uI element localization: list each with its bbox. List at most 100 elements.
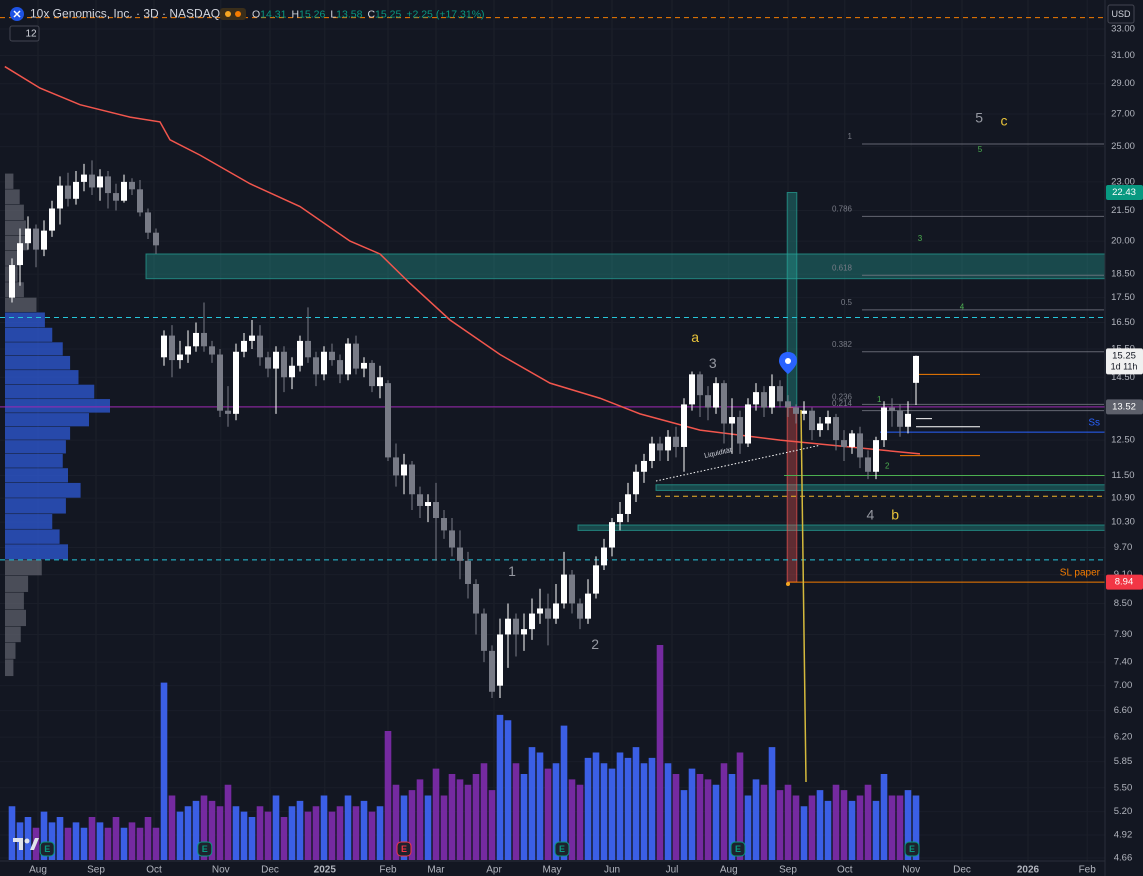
fib-label: 0.618 xyxy=(832,263,853,272)
y-tick-label: 11.50 xyxy=(1111,470,1134,481)
candle-body xyxy=(913,355,919,383)
volume-bar xyxy=(624,757,632,860)
ohlc-value: 15.26 xyxy=(299,8,325,20)
candle-body xyxy=(49,208,55,231)
volume-bar xyxy=(312,806,320,860)
candle-body xyxy=(425,502,431,506)
candle-body xyxy=(417,494,423,506)
interval-badge[interactable] xyxy=(9,25,40,42)
candle-body xyxy=(137,189,143,213)
volume-bar xyxy=(688,768,696,860)
fib-label: 0.5 xyxy=(841,298,853,307)
volume-bar xyxy=(496,714,504,860)
x-tick-label: Nov xyxy=(902,865,920,876)
volume-bar xyxy=(432,768,440,860)
candle-body xyxy=(409,464,415,495)
candle-body xyxy=(785,401,791,408)
candle-body xyxy=(233,351,239,414)
earnings-marker xyxy=(904,841,920,857)
candle-body xyxy=(321,351,327,375)
volume-bar xyxy=(304,811,312,860)
wave-label: 5 xyxy=(978,145,983,154)
volume-profile-bar xyxy=(5,384,95,399)
volume-bar xyxy=(888,795,896,860)
volume-bar xyxy=(840,790,848,860)
volume-bar xyxy=(672,774,680,860)
volume-bar xyxy=(64,827,72,860)
candle-body xyxy=(625,494,631,514)
candle-body xyxy=(385,383,391,458)
volume-profile-bar xyxy=(5,342,63,356)
volume-bar xyxy=(896,795,904,860)
y-tick-label: 31.00 xyxy=(1111,50,1135,61)
candle-body xyxy=(41,230,47,250)
volume-bar xyxy=(424,795,432,860)
volume-bar xyxy=(392,784,400,860)
wave-label: 3 xyxy=(918,234,923,243)
ohlc-value: 14.31 xyxy=(260,8,286,20)
y-tick-label: 7.40 xyxy=(1114,657,1133,668)
ohlc-legend: O14.31 H15.26 L13.58 C15.25 +2.25 (+17.31%) xyxy=(252,8,485,20)
volume-profile-bar xyxy=(5,370,79,385)
earnings-label: E xyxy=(401,844,407,854)
volume-bar xyxy=(448,774,456,860)
candle-body xyxy=(113,193,119,201)
x-tick-label: 2026 xyxy=(1017,865,1040,876)
candle-body xyxy=(297,340,303,366)
volume-bar xyxy=(792,795,800,860)
price-zone xyxy=(786,192,798,409)
y-tick-label: 10.30 xyxy=(1111,517,1135,528)
volume-bar xyxy=(288,806,296,860)
volume-bar xyxy=(568,779,576,860)
y-tick-label: 25.00 xyxy=(1111,141,1135,152)
fib-label: 0.214 xyxy=(832,399,853,408)
wave-label: 1 xyxy=(508,563,516,579)
volume-profile-bar xyxy=(5,312,45,328)
earnings-marker xyxy=(396,841,412,857)
x-tick-label: May xyxy=(543,865,562,876)
price-tag xyxy=(1106,185,1143,201)
currency-label: USD xyxy=(1111,9,1131,19)
earnings-label: E xyxy=(202,844,208,854)
volume-bar xyxy=(576,784,584,860)
volume-profile-bar xyxy=(5,327,53,342)
y-tick-label: 4.92 xyxy=(1114,830,1133,841)
volume-bar xyxy=(80,827,88,860)
status-badge[interactable] xyxy=(220,8,246,20)
candle-body xyxy=(449,530,455,548)
candle-body xyxy=(241,340,247,352)
candle-body xyxy=(169,335,175,361)
volume-profile-bar xyxy=(5,609,26,627)
x-tick-label: 2025 xyxy=(314,865,337,876)
y-tick-label: 21.50 xyxy=(1111,205,1135,216)
candle-body xyxy=(441,518,447,531)
status-icon xyxy=(225,11,231,17)
wave-label: 3 xyxy=(709,355,717,371)
earnings-label: E xyxy=(735,844,741,854)
candle-body xyxy=(513,618,519,635)
candle-body xyxy=(145,212,151,233)
volume-bar xyxy=(456,779,464,860)
candle-body xyxy=(249,335,255,341)
price-tag xyxy=(1106,399,1143,415)
volume-bar xyxy=(200,795,208,860)
volume-bar xyxy=(384,731,392,860)
volume-bar xyxy=(744,795,752,860)
candle-body xyxy=(905,413,911,427)
volume-bar xyxy=(40,811,48,860)
volume-bar xyxy=(128,822,136,860)
volume-bar xyxy=(648,757,656,860)
candle-body xyxy=(9,265,15,298)
candle-body xyxy=(777,386,783,402)
volume-bar xyxy=(824,800,832,860)
volume-bar xyxy=(608,768,616,860)
candle-body xyxy=(257,335,263,358)
candle-body xyxy=(897,410,903,427)
volume-bar xyxy=(416,779,424,860)
volume-bar xyxy=(96,822,104,860)
volume-profile-bar xyxy=(5,426,71,440)
volume-bar xyxy=(616,752,624,860)
tradingview-logo xyxy=(13,838,39,850)
currency-button[interactable] xyxy=(1107,4,1135,24)
candle-body xyxy=(193,332,199,347)
